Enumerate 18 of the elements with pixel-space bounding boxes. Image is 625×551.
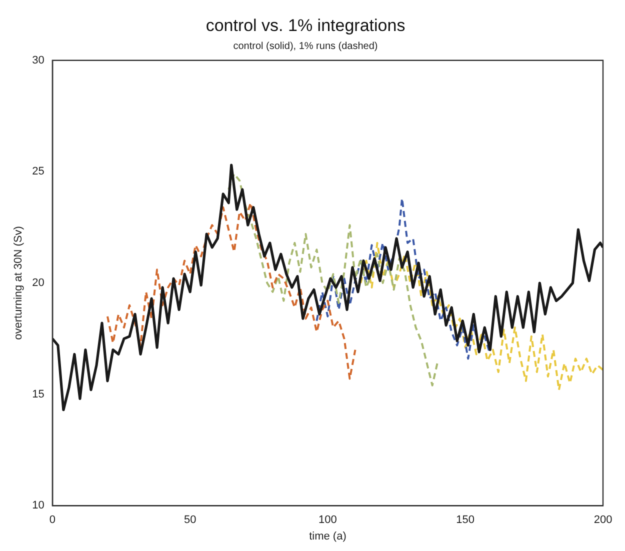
y-tick-label: 15 [32,388,44,400]
x-tick-label: 100 [318,514,337,526]
y-axis-title: overturning at 30N (Sv) [12,226,25,340]
chart-subtitle: control (solid), 1% runs (dashed) [233,41,378,52]
x-tick-label: 150 [456,514,475,526]
x-tick-label: 0 [49,514,56,526]
y-tick-label: 25 [32,166,44,178]
x-axis-title: time (a) [309,530,346,542]
x-tick-label: 200 [594,514,612,526]
chart-title: control vs. 1% integrations [206,16,406,35]
x-tick-label: 50 [184,514,196,526]
y-tick-label: 10 [32,500,44,512]
line-series [360,242,603,391]
y-tick-label: 30 [32,54,44,66]
line-series [228,172,439,386]
line-series [106,202,356,380]
line-series [316,197,492,360]
y-tick-label: 20 [32,277,44,290]
